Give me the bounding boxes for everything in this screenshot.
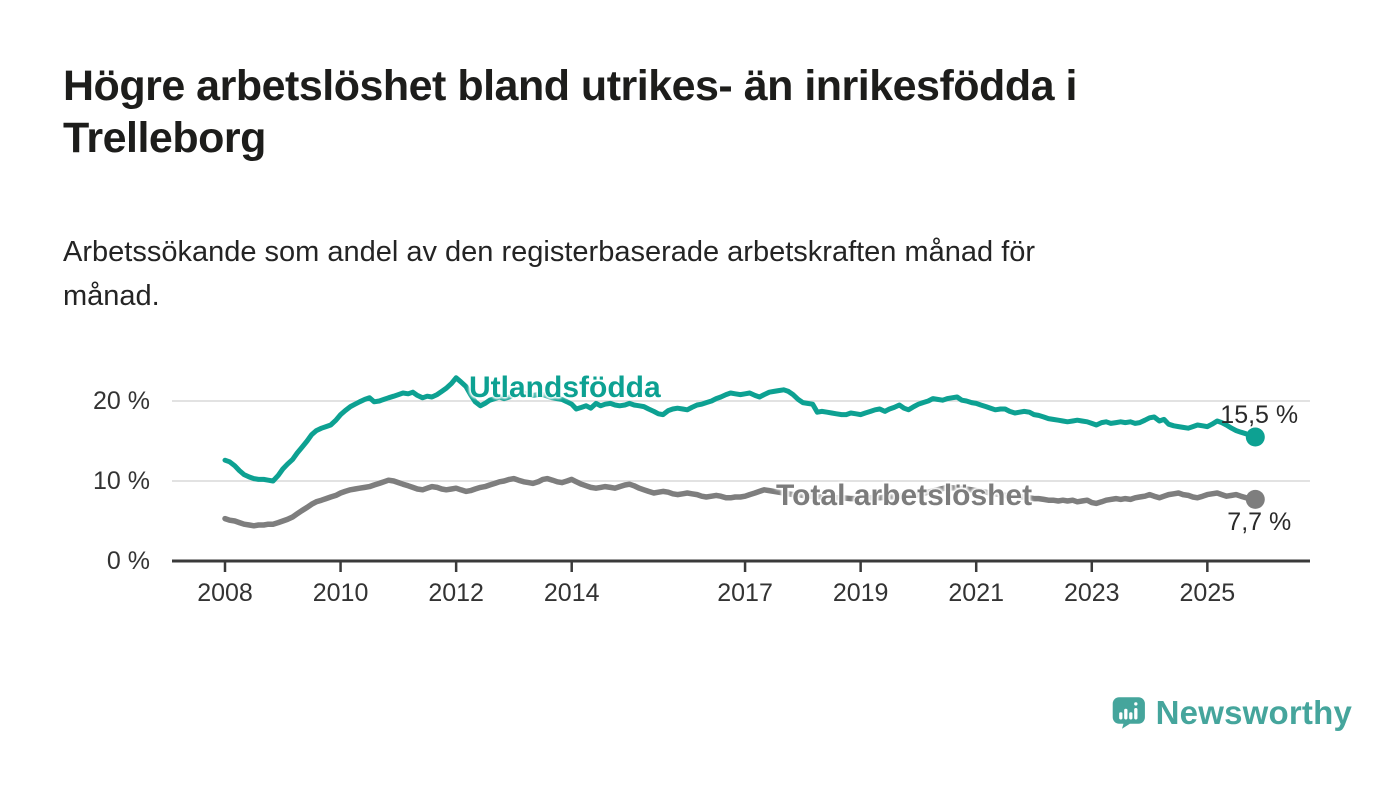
x-axis-tick-label: 2014 — [543, 579, 600, 607]
series-label-total-arbetsloshet: Total arbetslöshet — [776, 479, 1033, 512]
x-axis-tick-label: 2010 — [312, 579, 369, 607]
series-line-utlandsfodda — [222, 375, 1258, 484]
x-axis-tick-label: 2025 — [1179, 579, 1236, 607]
newsworthy-logo[interactable]: Newsworthy — [1112, 685, 1352, 741]
newsworthy-logo-text: Newsworthy — [1155, 694, 1352, 731]
newsworthy-logo-icon — [1112, 697, 1145, 729]
series-line-total-arbetsloshet — [222, 475, 1259, 529]
page-title-line-1: Högre arbetslöshet bland utrikes- än inr… — [63, 62, 1077, 110]
x-axis-tick-label: 2023 — [1063, 579, 1120, 607]
chart-subtitle: Arbetssökande som andel av den registerb… — [63, 230, 1283, 318]
chart-subtitle-line-1: Arbetssökande som andel av den registerb… — [63, 236, 1036, 268]
x-axis-tick-label: 2012 — [428, 579, 484, 607]
series-end-dot — [1245, 489, 1265, 509]
y-axis-tick-label-20: 20 % — [93, 387, 150, 415]
y-axis-tick-label-10: 10 % — [93, 467, 150, 495]
x-axis-tick-label: 2019 — [832, 579, 889, 607]
page-title: Högre arbetslöshet bland utrikes- än inr… — [63, 60, 1343, 164]
series-label-utlandsfodda: Utlandsfödda — [469, 371, 661, 404]
series-end-dot — [1245, 427, 1265, 447]
x-axis-tick-label: 2017 — [717, 579, 773, 607]
series-end-value-label: 15,5 % — [1220, 401, 1299, 429]
x-axis-tick-label: 2008 — [197, 579, 253, 607]
chart-subtitle-line-2: månad. — [63, 280, 160, 312]
series-end-value-label: 7,7 % — [1227, 508, 1292, 537]
y-axis-tick-label-0: 0 % — [106, 547, 150, 575]
x-axis-tick-label: 2021 — [948, 579, 1005, 607]
page-title-line-2: Trelleborg — [63, 114, 266, 162]
